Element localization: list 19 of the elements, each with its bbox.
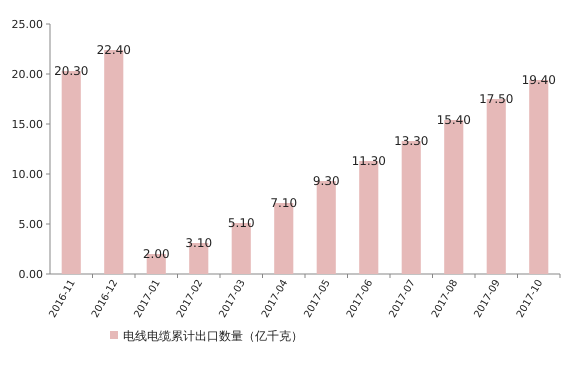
data-label: 15.40 xyxy=(436,113,471,127)
y-tick-label: 15.00 xyxy=(12,118,43,131)
data-label: 13.30 xyxy=(394,134,428,148)
data-label: 3.10 xyxy=(185,236,212,250)
data-label: 2.00 xyxy=(142,247,170,261)
data-label: 5.10 xyxy=(228,216,255,230)
data-label: 7.10 xyxy=(270,196,298,210)
data-label: 9.30 xyxy=(312,174,340,188)
y-tick-label: 0.00 xyxy=(18,268,43,281)
data-label: 22.40 xyxy=(96,43,131,57)
data-label: 19.40 xyxy=(522,73,556,87)
data-label: 20.30 xyxy=(54,64,88,78)
data-label: 17.50 xyxy=(479,92,514,106)
legend-label: 电线电缆累计出口数量（亿千克） xyxy=(123,329,303,343)
y-tick-label: 10.00 xyxy=(12,168,43,181)
y-tick-label: 5.00 xyxy=(18,218,43,231)
y-tick-label: 20.00 xyxy=(12,68,43,81)
data-label: 11.30 xyxy=(352,154,386,168)
y-tick-label: 25.00 xyxy=(12,18,43,31)
